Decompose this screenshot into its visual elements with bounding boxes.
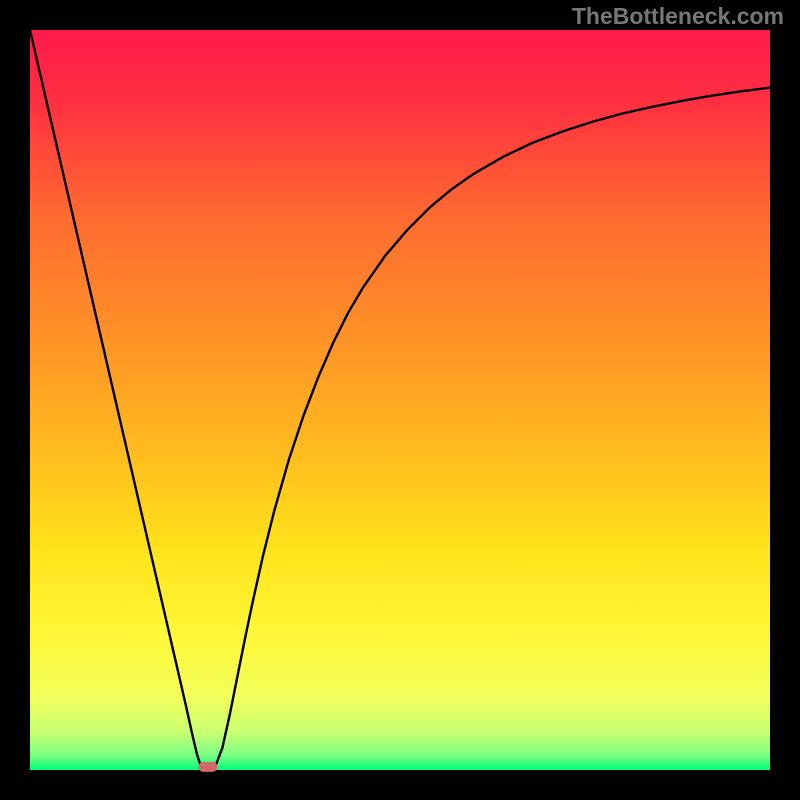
chart-frame: TheBottleneck.com <box>0 0 800 800</box>
bottleneck-curve <box>30 30 770 770</box>
plot-area <box>30 30 770 770</box>
watermark-text: TheBottleneck.com <box>572 3 784 30</box>
minimum-marker <box>198 762 217 772</box>
